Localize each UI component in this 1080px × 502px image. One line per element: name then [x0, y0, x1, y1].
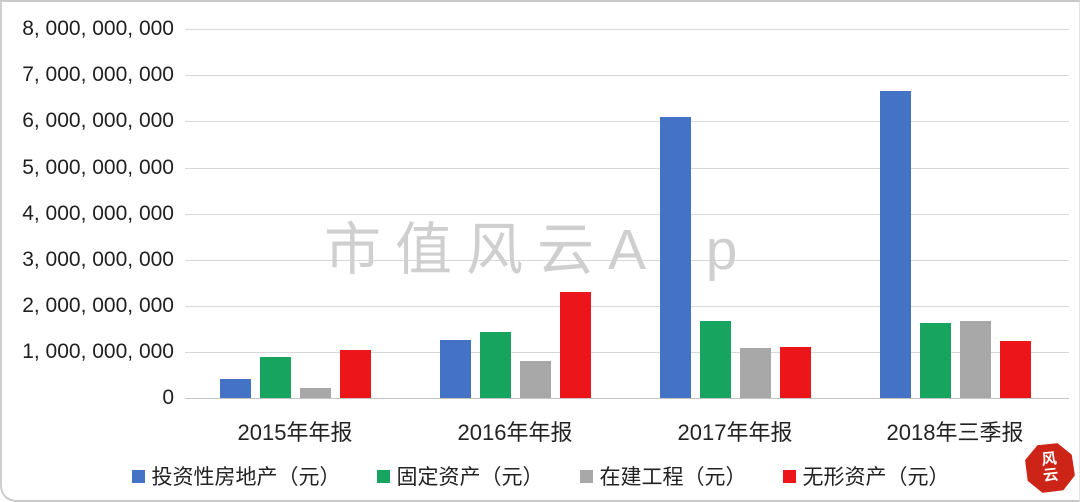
legend-label: 投资性房地产（元） [151, 466, 341, 489]
bar-1-group-4 [880, 91, 911, 398]
x-tick-label: 2017年年报 [677, 420, 793, 445]
legend-label: 固定资产（元） [396, 466, 544, 489]
bar-3-group-4 [960, 321, 991, 398]
legend-swatch-icon [579, 469, 593, 483]
gridline [185, 352, 1069, 353]
y-tick-label: 6, 000, 000, 000 [22, 109, 174, 132]
bar-2-group-1 [260, 357, 291, 398]
bar-1-group-1 [220, 379, 251, 398]
legend-label: 在建工程（元） [599, 466, 747, 489]
y-tick-label: 4, 000, 000, 000 [22, 202, 174, 225]
x-tick-label: 2016年年报 [457, 420, 573, 445]
bar-3-group-3 [740, 348, 771, 398]
gridline [185, 121, 1069, 122]
x-tick-label: 2015年年报 [237, 420, 353, 445]
legend: 投资性房地产（元） 固定资产（元） 在建工程（元） 无形资产（元） [2, 461, 1079, 491]
y-tick-label: 1, 000, 000, 000 [22, 340, 174, 363]
bar-2-group-4 [920, 323, 951, 398]
gridline [185, 29, 1069, 30]
gridline [185, 306, 1069, 307]
legend-item: 无形资产（元） [782, 461, 950, 491]
bar-2-group-3 [700, 321, 731, 398]
legend-swatch-icon [376, 469, 390, 483]
gridline [185, 75, 1069, 76]
gridline [185, 168, 1069, 169]
legend-swatch-icon [131, 469, 145, 483]
legend-item: 投资性房地产（元） [131, 461, 341, 491]
bar-3-group-2 [520, 361, 551, 398]
legend-label: 无形资产（元） [802, 466, 950, 489]
bar-4-group-3 [780, 347, 811, 398]
legend-item: 固定资产（元） [376, 461, 544, 491]
y-tick-label: 0 [162, 386, 174, 409]
seal-char-2: 云 [1042, 466, 1060, 485]
y-tick-label: 5, 000, 000, 000 [22, 156, 174, 179]
y-tick-label: 7, 000, 000, 000 [22, 63, 174, 86]
legend-item: 在建工程（元） [579, 461, 747, 491]
bar-1-group-2 [440, 340, 471, 398]
gridline [185, 398, 1069, 399]
bar-2-group-2 [480, 332, 511, 398]
bar-4-group-1 [340, 350, 371, 398]
y-tick-label: 8, 000, 000, 000 [22, 17, 174, 40]
legend-swatch-icon [782, 469, 796, 483]
bar-4-group-4 [1000, 341, 1031, 398]
y-tick-label: 2, 000, 000, 000 [22, 294, 174, 317]
bar-4-group-2 [560, 292, 591, 398]
bar-3-group-1 [300, 388, 331, 398]
bar-1-group-3 [660, 117, 691, 398]
x-tick-label: 2018年三季报 [886, 420, 1024, 445]
gridline [185, 214, 1069, 215]
gridline [185, 260, 1069, 261]
y-tick-label: 3, 000, 000, 000 [22, 248, 174, 271]
